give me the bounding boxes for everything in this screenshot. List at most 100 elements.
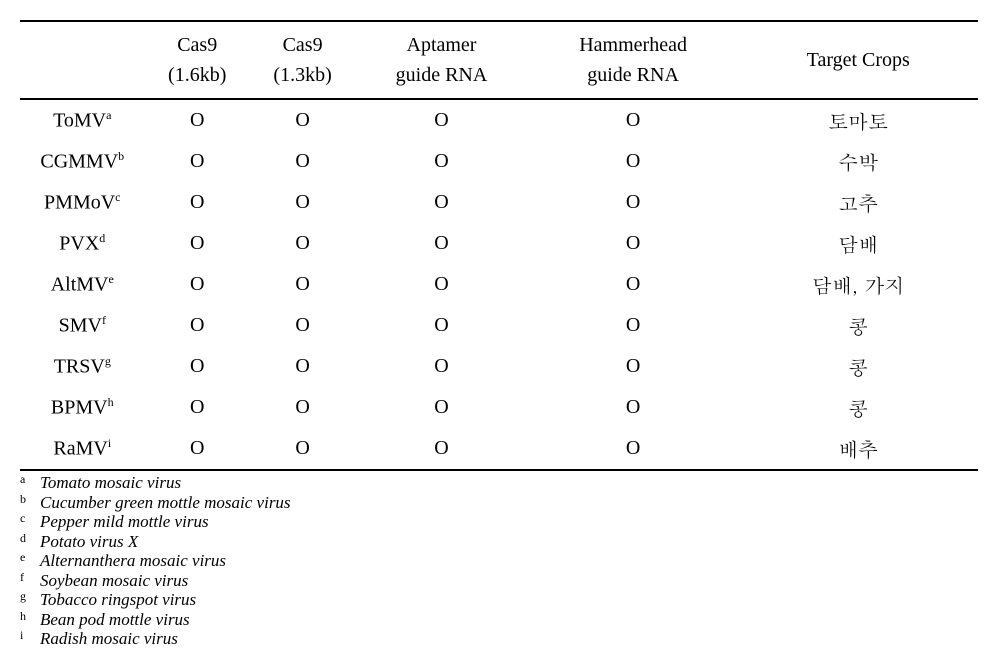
cell-crop: 콩 [738,305,978,346]
footnote-row: hBean pod mottle virus [20,610,978,630]
footnote-text: Bean pod mottle virus [40,610,978,630]
cell-mark: O [250,182,355,223]
table-body: ToMVaOOOO토마토CGMMVbOOOO수박PMMoVcOOOO고추PVXd… [20,99,978,470]
footnote-row: iRadish mosaic virus [20,629,978,649]
cell-mark: O [528,182,739,223]
table-row: ToMVaOOOO토마토 [20,99,978,141]
cell-mark: O [355,387,527,428]
footnote-ref: a [106,108,111,122]
footnote-text: Radish mosaic virus [40,629,978,649]
col-target-crops: Target Crops [738,21,978,99]
footnote-letter: d [20,532,40,546]
footnote-letter: i [20,629,40,643]
cell-mark: O [528,428,739,470]
col-aptamer: Aptamer guide RNA [355,21,527,99]
cell-mark: O [145,428,250,470]
footnote-letter: c [20,512,40,526]
footnotes: aTomato mosaic virusbCucumber green mott… [20,473,978,649]
cell-crop: 배추 [738,428,978,470]
cell-mark: O [250,223,355,264]
footnote-text: Tobacco ringspot virus [40,590,978,610]
cell-crop: 토마토 [738,99,978,141]
footnote-row: eAlternanthera mosaic virus [20,551,978,571]
footnote-text: Soybean mosaic virus [40,571,978,591]
cell-crop: 콩 [738,346,978,387]
footnote-row: aTomato mosaic virus [20,473,978,493]
col-label: Target Crops [807,49,910,71]
cell-mark: O [250,346,355,387]
cell-mark: O [355,99,527,141]
virus-name: AltMV [51,274,109,296]
footnote-letter: g [20,590,40,604]
virus-name: RaMV [53,438,107,460]
footnote-row: bCucumber green mottle mosaic virus [20,493,978,513]
cell-mark: O [528,141,739,182]
table-row: TRSVgOOOO콩 [20,346,978,387]
cell-mark: O [355,264,527,305]
footnote-text: Cucumber green mottle mosaic virus [40,493,978,513]
cell-mark: O [528,387,739,428]
cell-mark: O [528,264,739,305]
virus-name: PMMoV [44,192,115,214]
table-row: CGMMVbOOOO수박 [20,141,978,182]
cell-mark: O [145,305,250,346]
footnote-row: cPepper mild mottle virus [20,512,978,532]
footnote-letter: h [20,610,40,624]
row-label: TRSVg [20,346,145,387]
cell-mark: O [355,305,527,346]
table-row: PMMoVcOOOO고추 [20,182,978,223]
virus-name: PVX [59,233,99,255]
footnote-ref: c [115,190,120,204]
footnote-text: Alternanthera mosaic virus [40,551,978,571]
col-label: Cas9 [177,34,217,56]
footnote-ref: e [109,272,114,286]
footnote-ref: h [108,395,114,409]
footnote-row: fSoybean mosaic virus [20,571,978,591]
cell-crop: 콩 [738,387,978,428]
cell-crop: 고추 [738,182,978,223]
footnote-letter: b [20,493,40,507]
footnote-ref: d [99,231,105,245]
col-label: Cas9 [283,34,323,56]
cell-mark: O [145,182,250,223]
col-label: Hammerhead [579,34,687,56]
table-header: Cas9 (1.6kb) Cas9 (1.3kb) Aptamer guide … [20,21,978,99]
footnote-text: Potato virus X [40,532,978,552]
cell-mark: O [355,346,527,387]
row-label: SMVf [20,305,145,346]
footnote-row: gTobacco ringspot virus [20,590,978,610]
row-label: PVXd [20,223,145,264]
cell-mark: O [250,99,355,141]
cell-mark: O [528,346,739,387]
cell-mark: O [250,264,355,305]
cell-mark: O [355,223,527,264]
table-row: RaMViOOOO배추 [20,428,978,470]
cell-mark: O [528,99,739,141]
cell-mark: O [355,182,527,223]
footnote-ref: g [105,354,111,368]
footnote-letter: e [20,551,40,565]
virus-name: SMV [59,315,102,337]
virus-name: TRSV [54,356,105,378]
cell-mark: O [250,305,355,346]
table-row: PVXdOOOO담배 [20,223,978,264]
table-row: BPMVhOOOO콩 [20,387,978,428]
footnote-text: Pepper mild mottle virus [40,512,978,532]
col-empty [20,21,145,99]
cell-crop: 수박 [738,141,978,182]
col-sublabel: (1.6kb) [168,64,226,86]
cell-crop: 담배, 가지 [738,264,978,305]
col-hammerhead: Hammerhead guide RNA [528,21,739,99]
footnote-letter: f [20,571,40,585]
virus-name: ToMV [53,110,106,132]
col-cas9-13: Cas9 (1.3kb) [250,21,355,99]
cell-mark: O [145,346,250,387]
footnote-row: dPotato virus X [20,532,978,552]
cell-mark: O [145,387,250,428]
cell-mark: O [528,223,739,264]
virus-table: Cas9 (1.6kb) Cas9 (1.3kb) Aptamer guide … [20,20,978,471]
row-label: BPMVh [20,387,145,428]
cell-mark: O [250,141,355,182]
cell-mark: O [145,99,250,141]
row-label: PMMoVc [20,182,145,223]
